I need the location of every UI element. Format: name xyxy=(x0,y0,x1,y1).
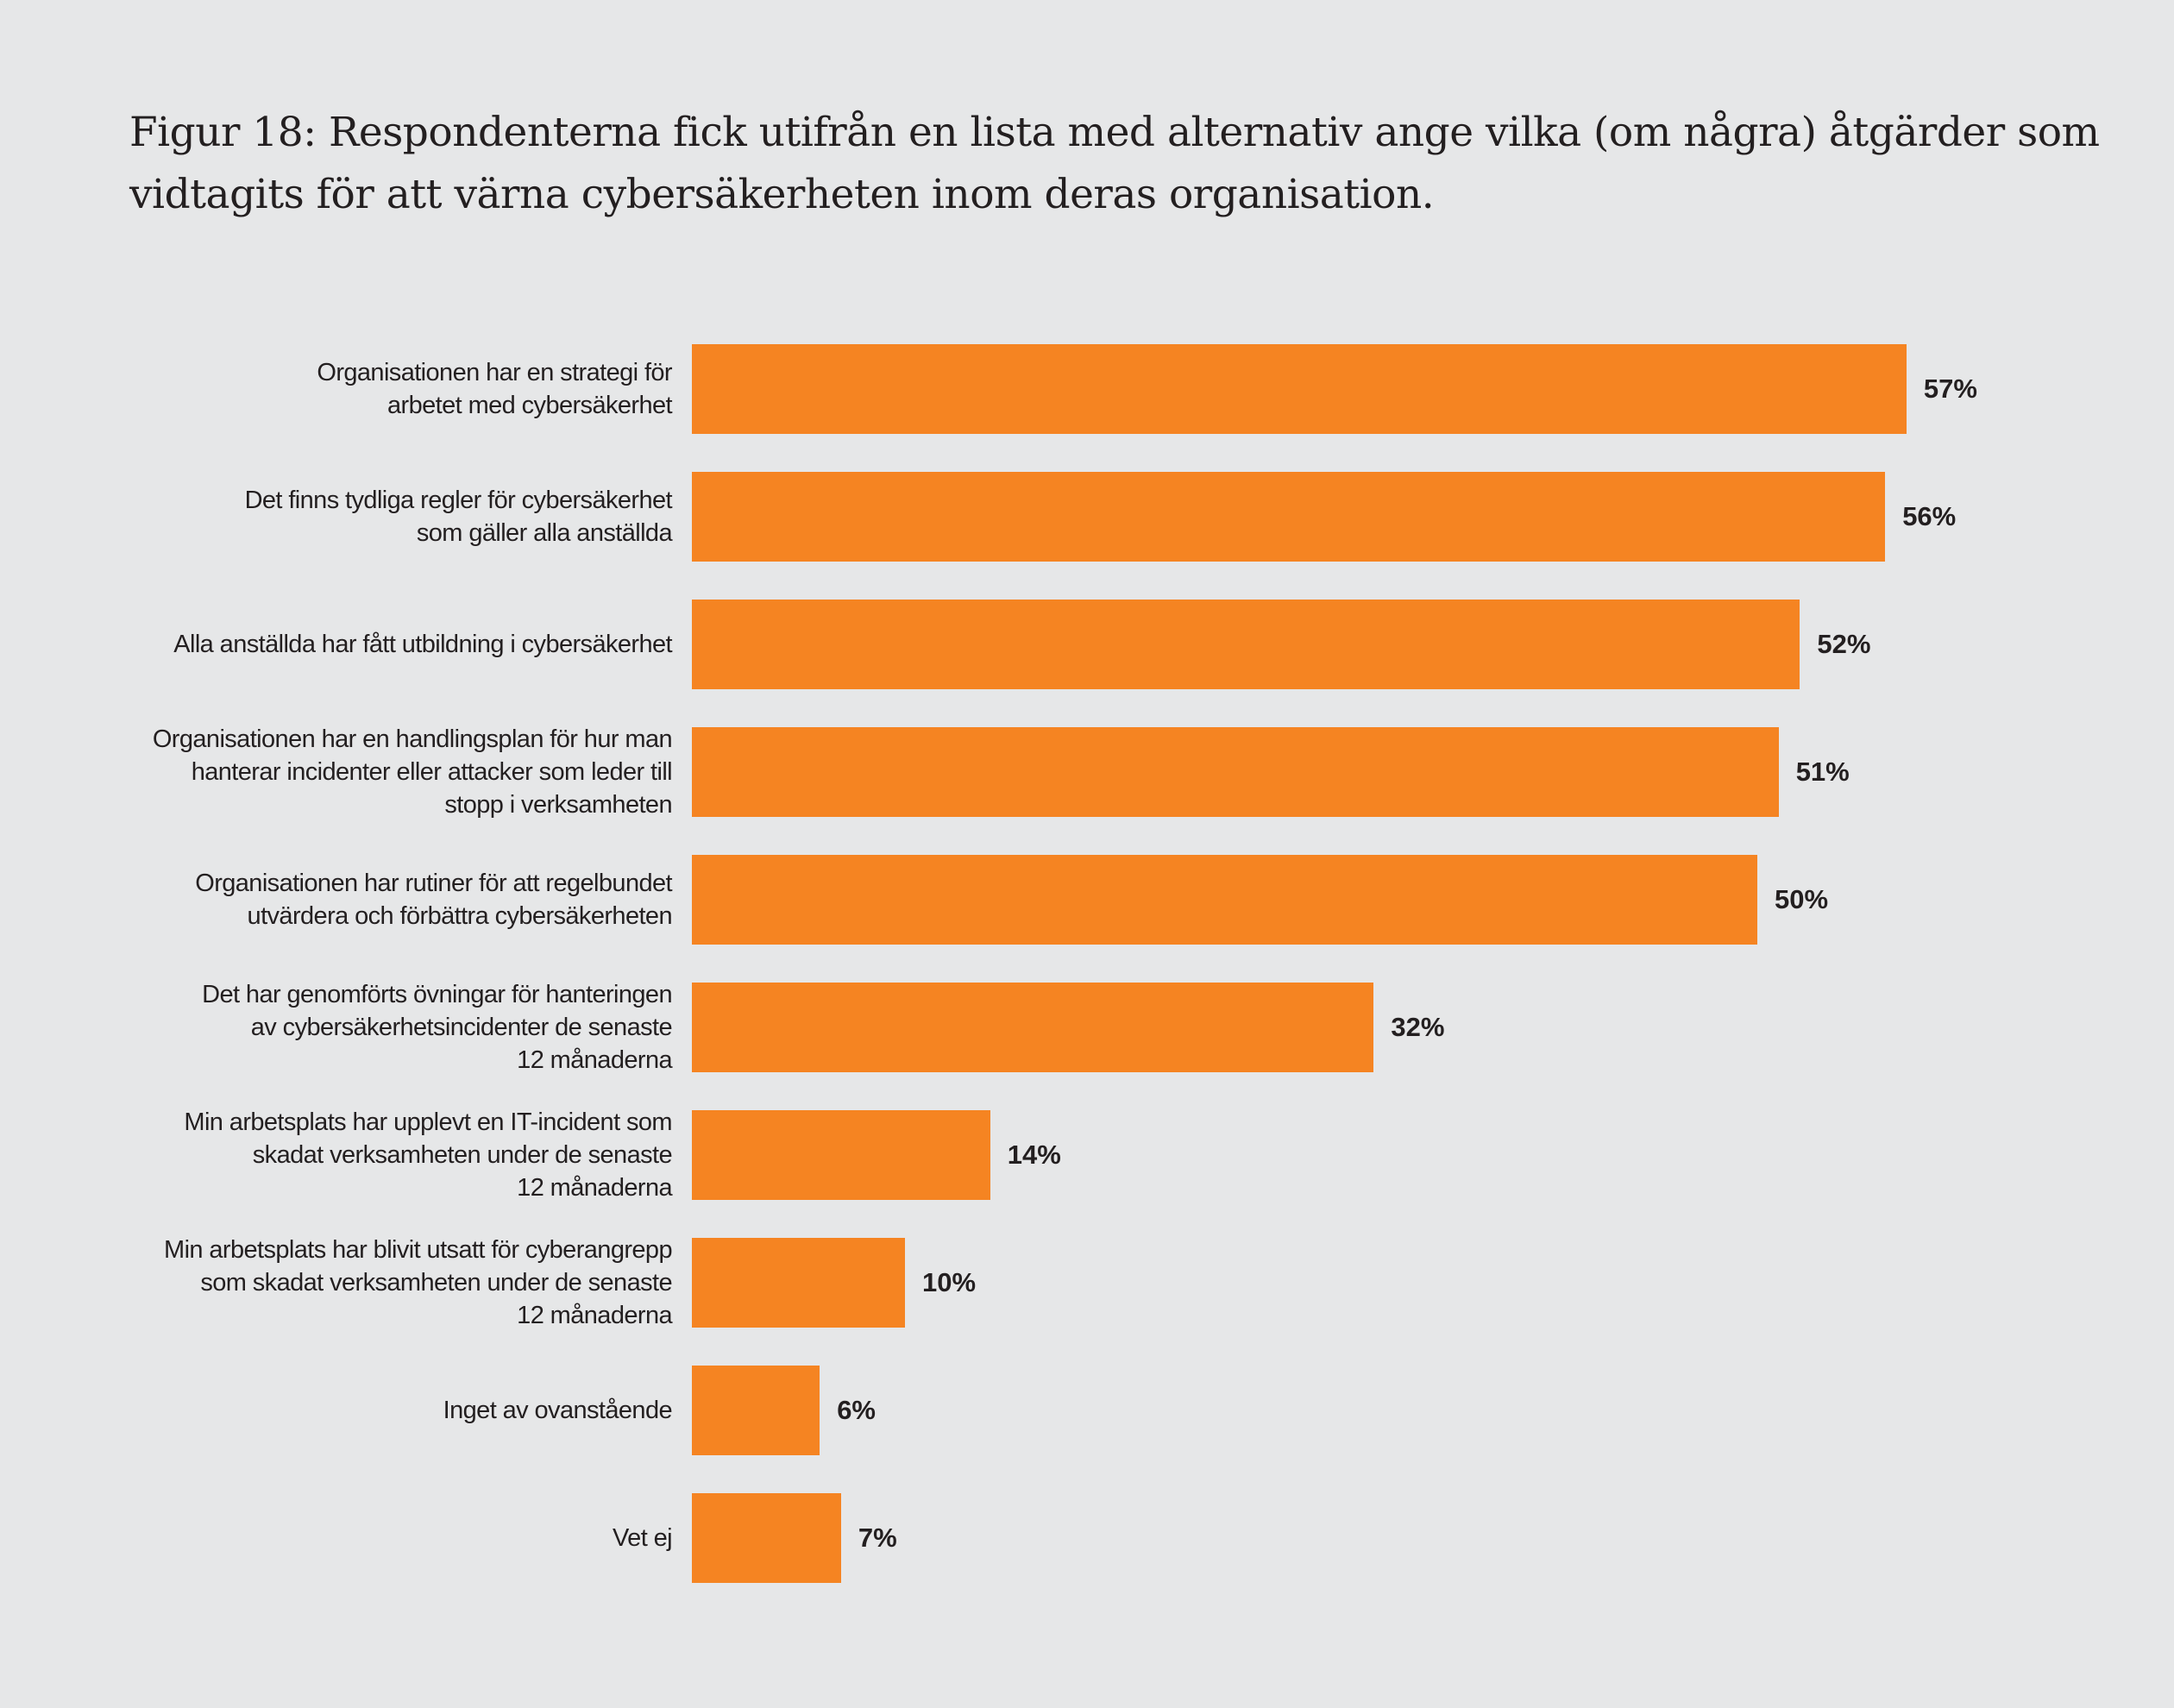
data-label: 7% xyxy=(858,1523,897,1553)
bar xyxy=(692,1238,905,1328)
bar xyxy=(692,983,1374,1072)
bar-row: Inget av ovanstående 6% xyxy=(0,1366,2174,1455)
data-label: 14% xyxy=(1007,1140,1061,1170)
bar xyxy=(692,727,1779,817)
bar xyxy=(692,472,1886,562)
bar-row: Min arbetsplats har blivit utsatt för cy… xyxy=(0,1236,2174,1329)
category-label: Min arbetsplats har blivit utsatt för cy… xyxy=(164,1236,673,1329)
bar-row: Vet ej 7% xyxy=(0,1493,2174,1583)
category-label: Det finns tydliga regler för cybersäkerh… xyxy=(244,487,673,547)
category-label: Inget av ovanstående xyxy=(443,1397,673,1424)
chart-title: Figur 18: Respondenterna fick utifrån en… xyxy=(129,109,2100,218)
bar xyxy=(692,1366,820,1455)
data-label: 6% xyxy=(837,1395,876,1425)
bar-row: Min arbetsplats har upplevt en IT-incide… xyxy=(0,1108,2174,1202)
bar-row: Organisationen har en strategi för arbet… xyxy=(0,344,2174,434)
category-label: Organisationen har en strategi för arbet… xyxy=(317,359,672,419)
bar xyxy=(692,855,1757,945)
data-label: 57% xyxy=(1923,374,1977,404)
bar-row: Det finns tydliga regler för cybersäkerh… xyxy=(0,472,2174,562)
category-label: Organisationen har rutiner för att regel… xyxy=(195,870,672,930)
bar-row: Organisationen har rutiner för att regel… xyxy=(0,855,2174,945)
data-label: 10% xyxy=(922,1267,977,1297)
category-label: Det har genomförts övningar för hanterin… xyxy=(202,981,672,1074)
data-label: 51% xyxy=(1795,757,1850,787)
category-label: Min arbetsplats har upplevt en IT-incide… xyxy=(184,1108,672,1202)
data-label: 56% xyxy=(1902,501,1957,531)
bar-row: Organisationen har en handlingsplan för … xyxy=(0,725,2174,819)
bar-row: Det har genomförts övningar för hanterin… xyxy=(0,981,2174,1074)
bar xyxy=(692,600,1800,689)
category-label: Alla anställda har fått utbildning i cyb… xyxy=(173,631,672,658)
data-label: 32% xyxy=(1391,1012,1445,1042)
category-label: Organisationen har en handlingsplan för … xyxy=(152,725,673,819)
bar xyxy=(692,1110,990,1200)
bar xyxy=(692,1493,841,1583)
data-label: 52% xyxy=(1817,629,1871,659)
category-label: Vet ej xyxy=(613,1524,673,1552)
bar-row: Alla anställda har fått utbildning i cyb… xyxy=(0,600,2174,689)
bar xyxy=(692,344,1907,434)
data-label: 50% xyxy=(1775,884,1829,914)
